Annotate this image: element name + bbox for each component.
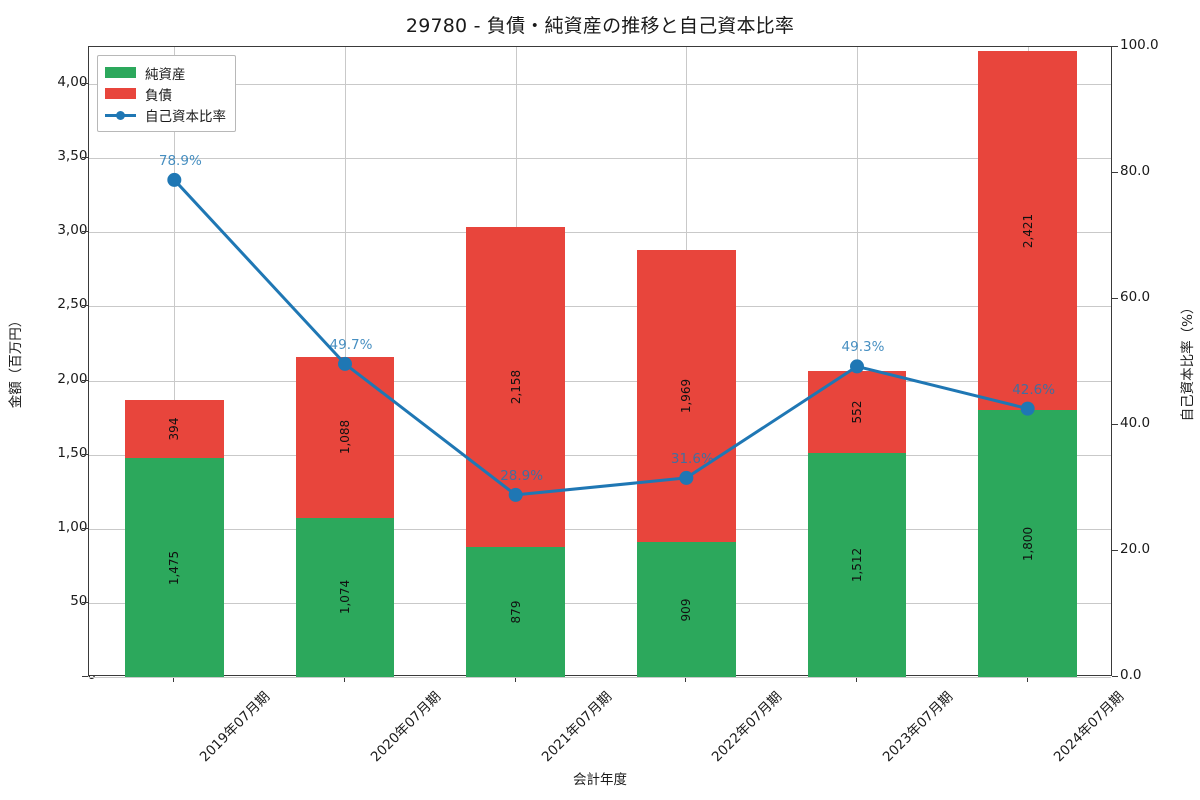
bar-segment: 1,074 xyxy=(295,517,395,677)
gridline-horizontal xyxy=(89,158,1111,159)
x-tick-label: 2019年07月期 xyxy=(197,688,274,766)
legend-item-label: 自己資本比率 xyxy=(145,108,226,125)
ratio-line-series xyxy=(167,172,1035,502)
ratio-value-label: 49.7% xyxy=(329,336,373,353)
bar-segment: 1,088 xyxy=(295,356,395,518)
x-tick-mark xyxy=(1027,676,1028,682)
gridline-horizontal xyxy=(89,529,1111,530)
plot-area: 1,475 394 1,074 1,088 879 2,158 909 1,969 1,512 5… xyxy=(88,46,1112,678)
y-tick-mark-primary xyxy=(82,380,88,381)
x-tick-mark xyxy=(856,676,857,682)
gridline-horizontal xyxy=(89,306,1111,307)
bar-segment: 394 xyxy=(124,399,224,459)
ratio-data-point xyxy=(508,487,523,502)
ratio-line-path xyxy=(172,178,1030,497)
x-tick-label: 2024年07月期 xyxy=(1050,688,1127,766)
x-tick-label: 2022年07月期 xyxy=(709,688,786,766)
y-tick-label-primary: 3,500 xyxy=(57,148,96,165)
legend-swatch-icon xyxy=(105,67,136,78)
y-tick-mark-secondary xyxy=(1112,46,1118,47)
x-tick-mark xyxy=(173,676,174,682)
y-axis-label-primary: 金額（百万円） xyxy=(8,313,24,409)
bar-segment: 879 xyxy=(466,546,566,677)
y-tick-mark-primary xyxy=(82,528,88,529)
legend-swatch-icon xyxy=(105,88,136,99)
ratio-data-point xyxy=(338,356,352,371)
gridline-horizontal xyxy=(89,381,1111,382)
x-tick-mark xyxy=(515,676,516,682)
x-tick-mark xyxy=(344,676,345,682)
bar-segment: 1,512 xyxy=(807,452,907,677)
y-axis-label-secondary: 自己資本比率（%） xyxy=(1180,300,1196,422)
gridline-horizontal xyxy=(89,677,1111,678)
gridline-horizontal xyxy=(89,455,1111,456)
x-tick-label: 2020年07月期 xyxy=(367,688,445,766)
ratio-data-point xyxy=(1020,401,1035,416)
bar-segment: 1,475 xyxy=(124,458,224,677)
y-tick-label-secondary: 60.0 xyxy=(1120,289,1151,305)
y-tick-mark-primary xyxy=(82,454,88,455)
ratio-value-label: 78.9% xyxy=(158,152,202,169)
y-tick-label-primary: 3,000 xyxy=(57,222,96,239)
ratio-value-label: 42.6% xyxy=(1012,381,1056,398)
bar-segment: 909 xyxy=(636,542,736,677)
y-tick-label-primary: 2,500 xyxy=(57,296,96,313)
legend-item[interactable]: 純資産 xyxy=(105,62,226,83)
y-tick-label-secondary: 40.0 xyxy=(1120,415,1151,431)
ratio-data-point xyxy=(850,359,864,374)
y-tick-label-secondary: 20.0 xyxy=(1120,541,1151,557)
chart-title: 29780 - 負債・純資産の推移と自己資本比率 xyxy=(405,15,795,37)
y-tick-label-secondary: 80.0 xyxy=(1120,163,1151,179)
y-tick-mark-secondary xyxy=(1112,298,1118,299)
y-tick-label-secondary: 100.0 xyxy=(1120,37,1159,53)
ratio-value-label: 49.3% xyxy=(841,339,885,356)
x-tick-label: 2021年07月期 xyxy=(538,688,615,766)
x-tick-mark xyxy=(685,676,686,682)
y-tick-mark-primary xyxy=(82,231,88,232)
gridline-horizontal xyxy=(89,84,1111,85)
legend-line-marker-icon xyxy=(105,109,136,120)
y-tick-mark-primary xyxy=(82,157,88,158)
legend-item[interactable]: 自己資本比率 xyxy=(105,104,226,125)
y-tick-mark-primary xyxy=(82,676,88,677)
legend-item-label: 負債 xyxy=(145,87,172,104)
bar-segment: 2,421 xyxy=(978,51,1078,411)
ratio-data-point xyxy=(167,172,182,187)
bar-segment: 1,969 xyxy=(636,250,736,543)
y-tick-mark-primary xyxy=(82,83,88,84)
ratio-value-label: 31.6% xyxy=(670,450,714,467)
y-tick-label-secondary: 0.0 xyxy=(1120,667,1142,683)
y-tick-mark-secondary xyxy=(1112,550,1118,551)
bar-segment: 1,800 xyxy=(978,410,1078,677)
y-tick-label-primary: 1,000 xyxy=(57,518,96,535)
gridline-horizontal xyxy=(89,603,1111,604)
chart-legend: 純資産負債自己資本比率 xyxy=(97,55,236,132)
gridline-vertical xyxy=(174,47,175,675)
legend-item[interactable]: 負債 xyxy=(105,83,226,104)
ratio-value-label: 28.9% xyxy=(500,467,544,484)
y-tick-mark-secondary xyxy=(1112,676,1118,677)
y-tick-mark-secondary xyxy=(1112,172,1118,173)
x-axis-label: 会計年度 xyxy=(573,772,627,788)
y-tick-mark-secondary xyxy=(1112,424,1118,425)
ratio-data-point xyxy=(679,470,694,485)
x-tick-label: 2023年07月期 xyxy=(879,688,957,766)
gridline-horizontal xyxy=(89,232,1111,233)
bar-segment: 552 xyxy=(807,371,907,453)
legend-item-label: 純資産 xyxy=(145,66,186,83)
y-tick-mark-primary xyxy=(82,602,88,603)
y-tick-label-primary: 1,500 xyxy=(57,444,96,461)
y-tick-label-primary: 4,000 xyxy=(57,74,96,91)
y-tick-label-primary: 2,000 xyxy=(57,370,96,387)
y-tick-mark-primary xyxy=(82,305,88,306)
